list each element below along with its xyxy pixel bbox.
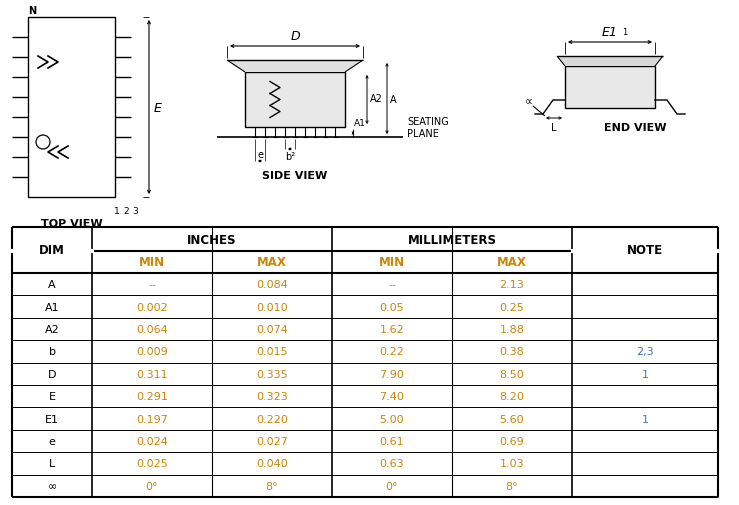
Text: INCHES: INCHES: [187, 233, 236, 246]
Text: 5.60: 5.60: [500, 414, 524, 424]
Text: --: --: [148, 280, 156, 290]
Text: A1: A1: [44, 302, 59, 312]
Text: 0.009: 0.009: [136, 347, 168, 357]
Text: 0.61: 0.61: [380, 436, 404, 446]
Text: A2: A2: [370, 93, 383, 104]
Text: b²: b²: [285, 152, 295, 162]
Text: SIDE VIEW: SIDE VIEW: [262, 171, 327, 181]
Text: $\propto$: $\propto$: [522, 96, 533, 106]
Bar: [28, 18, 115, 197]
Text: 0.040: 0.040: [256, 459, 288, 469]
Text: 0.63: 0.63: [380, 459, 404, 469]
Text: A: A: [48, 280, 56, 290]
Text: A: A: [390, 94, 397, 105]
Text: D: D: [48, 369, 56, 379]
Text: E1: E1: [45, 414, 59, 424]
Text: TOP VIEW: TOP VIEW: [41, 219, 102, 229]
Text: b: b: [49, 347, 55, 357]
Text: 1: 1: [622, 28, 627, 37]
Text: MAX: MAX: [257, 256, 287, 269]
Text: 0.025: 0.025: [136, 459, 168, 469]
Text: N: N: [28, 6, 36, 16]
Text: 0.024: 0.024: [136, 436, 168, 446]
Polygon shape: [227, 61, 363, 73]
Text: --: --: [388, 280, 396, 290]
Text: 0.05: 0.05: [380, 302, 404, 312]
Text: END VIEW: END VIEW: [604, 123, 667, 133]
Text: 0.323: 0.323: [256, 391, 288, 401]
Text: 0.38: 0.38: [500, 347, 525, 357]
Bar: [565, 67, 655, 109]
Text: 7.40: 7.40: [380, 391, 404, 401]
Text: 0.22: 0.22: [380, 347, 404, 357]
Text: 2,3: 2,3: [636, 347, 654, 357]
Text: e: e: [257, 149, 263, 160]
Text: MILLIMETERS: MILLIMETERS: [407, 233, 497, 246]
Text: 1: 1: [641, 414, 649, 424]
Text: 8.20: 8.20: [500, 391, 525, 401]
Text: 0.69: 0.69: [500, 436, 525, 446]
Text: 8°: 8°: [266, 481, 279, 491]
Text: E: E: [49, 391, 55, 401]
Bar: [245, 73, 345, 128]
Text: 2.13: 2.13: [500, 280, 525, 290]
Text: E1: E1: [602, 26, 618, 39]
Text: 5.00: 5.00: [380, 414, 404, 424]
Text: 0.027: 0.027: [256, 436, 288, 446]
Text: 0°: 0°: [146, 481, 158, 491]
Text: MIN: MIN: [139, 256, 165, 269]
Text: 0.010: 0.010: [256, 302, 287, 312]
Text: 1.88: 1.88: [500, 324, 525, 334]
Text: MIN: MIN: [379, 256, 405, 269]
Text: e: e: [49, 436, 55, 446]
Text: 8.50: 8.50: [500, 369, 525, 379]
Text: 1.62: 1.62: [380, 324, 404, 334]
Text: NOTE: NOTE: [627, 244, 663, 257]
Text: 8°: 8°: [505, 481, 518, 491]
Text: 0.084: 0.084: [256, 280, 288, 290]
Text: D: D: [290, 30, 300, 43]
Text: 7.90: 7.90: [380, 369, 404, 379]
Text: L: L: [551, 123, 556, 133]
Text: A1: A1: [354, 119, 366, 128]
Text: 0.291: 0.291: [136, 391, 168, 401]
Text: 0.002: 0.002: [136, 302, 168, 312]
Text: L: L: [49, 459, 55, 469]
Text: 0.015: 0.015: [256, 347, 287, 357]
Text: 2: 2: [123, 207, 129, 216]
Text: 3: 3: [132, 207, 138, 216]
Text: 1.03: 1.03: [500, 459, 524, 469]
Text: 0.25: 0.25: [500, 302, 525, 312]
Text: 0.220: 0.220: [256, 414, 288, 424]
Text: 0°: 0°: [386, 481, 398, 491]
Text: ∞: ∞: [47, 481, 57, 491]
Text: 1: 1: [114, 207, 120, 216]
Text: A2: A2: [44, 324, 59, 334]
Text: SEATING
PLANE: SEATING PLANE: [407, 117, 449, 139]
Text: E: E: [154, 102, 162, 114]
Text: 0.311: 0.311: [136, 369, 168, 379]
Text: MAX: MAX: [497, 256, 527, 269]
Text: DIM: DIM: [39, 244, 65, 257]
Text: 0.197: 0.197: [136, 414, 168, 424]
Text: 0.335: 0.335: [256, 369, 287, 379]
Text: 1: 1: [641, 369, 649, 379]
Text: 0.064: 0.064: [136, 324, 168, 334]
Text: 0.074: 0.074: [256, 324, 288, 334]
Polygon shape: [557, 57, 663, 67]
